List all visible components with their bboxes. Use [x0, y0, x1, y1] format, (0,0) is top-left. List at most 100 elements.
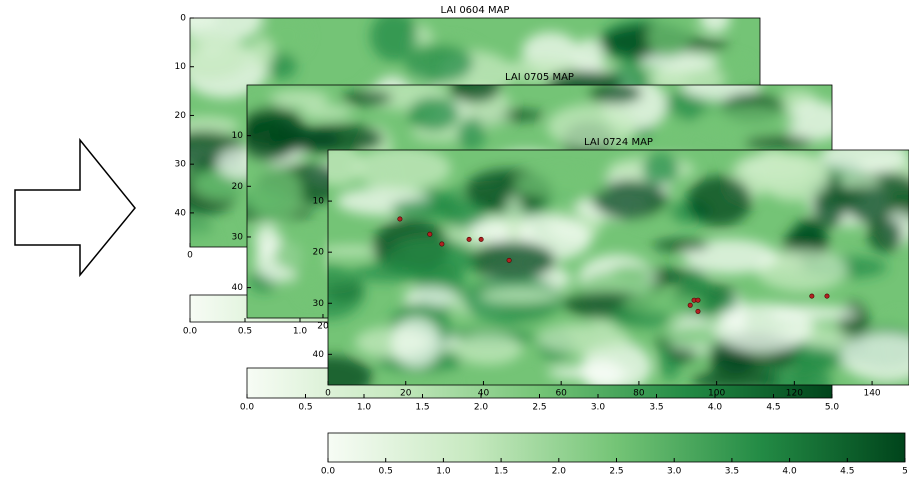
colorbar-tick-label: 1.0	[357, 403, 372, 413]
map-title: LAI 0705 MAP	[505, 72, 574, 83]
map-texture-blob	[390, 199, 464, 218]
x-tick-label: 0	[187, 251, 193, 261]
map-texture-blob	[504, 194, 524, 242]
map-texture-blob	[647, 18, 691, 57]
x-tick-label: 20	[317, 322, 329, 332]
map-texture-blob	[342, 91, 393, 106]
colorbar-tick-label: 3.0	[591, 403, 606, 413]
map-texture-blob	[669, 349, 698, 363]
x-tick-label: 60	[555, 389, 567, 399]
colorbar-gradient	[328, 433, 905, 462]
map-texture-blob	[249, 37, 273, 70]
sample-point	[825, 294, 829, 298]
map-texture-blob	[239, 117, 299, 162]
y-tick-label: 30	[313, 299, 325, 309]
y-tick-label: 20	[313, 248, 325, 258]
map-texture-blob	[480, 288, 559, 303]
map-texture-blob	[642, 153, 679, 185]
map-texture-blob	[745, 135, 813, 148]
colorbar-tick-label: 4.0	[708, 403, 723, 413]
map-texture-blob	[589, 83, 643, 104]
map-texture-blob	[297, 124, 384, 154]
colorbar-tick-label: 1.0	[293, 327, 308, 337]
colorbar-tick-label: 4.5	[766, 403, 780, 413]
y-tick-label: 40	[313, 350, 325, 360]
map-texture-blob	[178, 225, 214, 265]
map-texture-blob	[513, 170, 610, 199]
colorbar-tick-label: 1.0	[436, 467, 451, 477]
y-tick-label: 30	[232, 232, 244, 242]
x-tick-label: 140	[863, 389, 880, 399]
x-tick-label: 100	[708, 389, 725, 399]
y-tick-label: 10	[175, 62, 187, 72]
colorbar-tick-label: 1.5	[415, 403, 429, 413]
map-texture-blob	[254, 224, 279, 256]
map-texture-blob	[640, 52, 718, 71]
map-texture-blob	[868, 218, 903, 252]
colorbar-tick-label: 0.0	[240, 403, 255, 413]
x-tick-label: 0	[325, 389, 331, 399]
sample-point	[440, 242, 444, 246]
y-tick-label: 20	[232, 182, 244, 192]
map-texture-blob	[391, 317, 441, 367]
sample-point	[696, 298, 700, 302]
y-tick-label: 20	[175, 111, 187, 121]
colorbar-tick-label: 4.0	[782, 467, 797, 477]
colorbar-tick-label: 0.5	[379, 467, 393, 477]
map-texture-blob	[385, 237, 478, 279]
x-tick-label: 40	[478, 389, 490, 399]
colorbar-tick-label: 1.5	[494, 467, 508, 477]
sample-point	[398, 217, 402, 221]
map-texture-blob	[537, 324, 628, 353]
sample-point	[810, 294, 814, 298]
colorbar-tick-label: 2.0	[474, 403, 489, 413]
arrow-icon	[15, 140, 135, 275]
map-texture-blob	[806, 347, 833, 374]
x-tick-label: 20	[400, 389, 412, 399]
colorbar-tick-label: 5	[902, 467, 908, 477]
map-texture-blob	[687, 176, 752, 226]
colorbar-tick-label: 2.5	[609, 467, 623, 477]
x-tick-label: 120	[786, 389, 803, 399]
sample-point	[428, 232, 432, 236]
sample-point	[507, 258, 511, 262]
map-texture-blob	[300, 105, 352, 119]
y-tick-label: 30	[175, 160, 187, 170]
sample-point	[467, 237, 471, 241]
map-texture-blob	[547, 365, 632, 379]
colorbar-tick-label: 0.0	[321, 467, 336, 477]
y-tick-label: 40	[175, 208, 187, 218]
x-tick-label: 80	[633, 389, 645, 399]
colorbar-tick-label: 0.5	[298, 403, 312, 413]
map-image	[289, 128, 909, 401]
colorbar-tick-label: 0.0	[183, 327, 198, 337]
sample-point	[696, 309, 700, 313]
colorbar-tick-label: 3.0	[667, 467, 682, 477]
map-texture-blob	[820, 139, 909, 173]
map-texture-blob	[295, 250, 327, 302]
y-tick-label: 0	[180, 14, 186, 24]
map-texture-blob	[469, 241, 556, 280]
y-tick-label: 40	[232, 283, 244, 293]
colorbar-tick-label: 3.5	[649, 403, 663, 413]
colorbar: 0.0 0.5 1.0 1.5 2.0 2.5 3.0 3.5 4.0 4.5 5	[321, 433, 909, 477]
map-title: LAI 0604 MAP	[441, 5, 510, 16]
y-tick-label: 10	[232, 131, 244, 141]
colorbar-tick-label: 3.5	[725, 467, 739, 477]
map-texture-blob	[169, 35, 249, 80]
map-texture-blob	[353, 147, 451, 190]
y-tick-label: 10	[313, 197, 325, 207]
colorbar-tick-label: 0.5	[238, 327, 252, 337]
map-texture-blob	[454, 333, 521, 364]
map-texture-blob	[457, 119, 485, 150]
sample-point	[688, 303, 692, 307]
map-texture-blob	[652, 239, 709, 251]
map-texture-blob	[247, 166, 303, 221]
colorbar-tick-label: 4.5	[840, 467, 854, 477]
map-texture-blob	[698, 105, 796, 135]
colorbar-tick-label: 2.0	[552, 467, 567, 477]
map-texture-blob	[408, 97, 460, 131]
map-panel: LAI 0724 MAP10203040020406080100120140	[289, 128, 909, 401]
colorbar-tick-label: 5.0	[825, 403, 840, 413]
map-texture-blob	[769, 306, 858, 321]
